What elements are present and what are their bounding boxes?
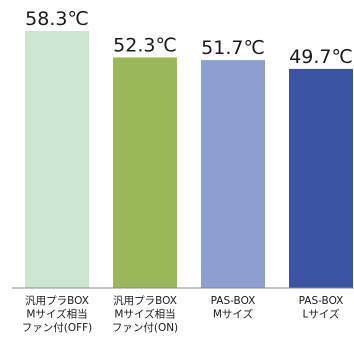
value-label-1: 52.3℃ (113, 34, 177, 56)
bar-2 (201, 60, 265, 288)
value-labels-layer: 58.3℃ 52.3℃ 51.7℃ 49.7℃ (25, 8, 353, 68)
bar-1 (113, 57, 177, 288)
category-label-0-line-0: 汎用プラBOX (25, 294, 89, 307)
category-label-1-line-0: 汎用プラBOX (113, 294, 177, 307)
category-label-3-line-0: PAS-BOX (299, 295, 344, 307)
bars-layer (25, 31, 353, 289)
category-label-0-line-2: ファン付(OFF) (22, 321, 93, 334)
category-label-2-line-1: Mサイズ (213, 308, 253, 321)
category-label-1-line-1: Mサイズ相当 (114, 308, 175, 321)
category-label-3-line-1: Lサイズ (302, 308, 339, 321)
category-label-0-line-1: Mサイズ相当 (26, 308, 87, 321)
category-label-2-line-0: PAS-BOX (211, 295, 256, 307)
value-label-3: 49.7℃ (289, 46, 353, 68)
category-label-1-line-2: ファン付(ON) (112, 321, 178, 334)
value-label-0: 58.3℃ (25, 8, 89, 30)
bar-3 (289, 68, 353, 289)
bar-0 (25, 31, 89, 288)
category-labels-layer: 汎用プラBOXMサイズ相当ファン付(OFF)汎用プラBOXMサイズ相当ファン付(… (22, 294, 344, 334)
value-label-2: 51.7℃ (201, 37, 265, 59)
